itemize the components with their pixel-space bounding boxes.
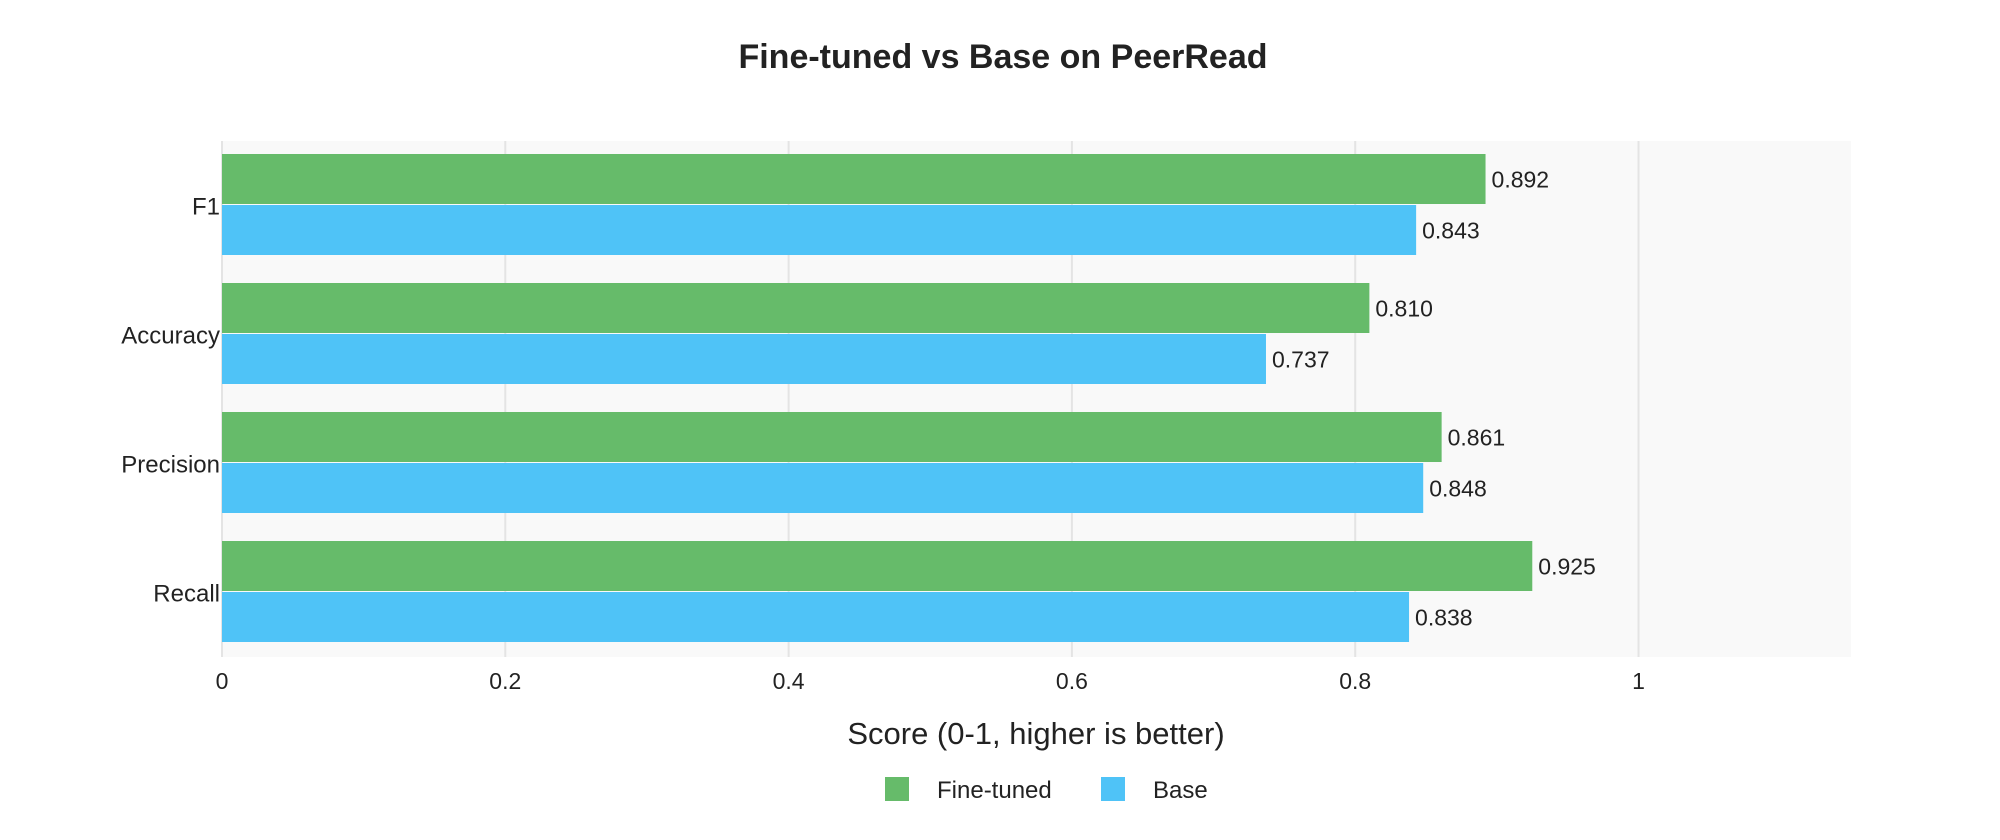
legend-label-base: Base [1153,777,1208,804]
value-label-fine-tuned-recall: 0.925 [1538,554,1596,580]
legend-swatch-base [1101,777,1125,801]
category-label-recall: Recall [153,581,220,608]
legend-label-fine-tuned: Fine-tuned [937,777,1052,804]
bars [222,154,1533,642]
x-tick-label-2: 0.4 [773,668,805,694]
value-labels: 0.892 0.843 0.810 0.737 0.861 0.848 0.925 0.838 [1272,167,1596,631]
bar-base-f1 [222,205,1417,255]
value-label-base-recall: 0.838 [1415,605,1473,631]
category-label-accuracy: Accuracy [121,323,220,350]
bar-fine-tuned-accuracy [222,283,1370,333]
chart-title: Fine-tuned vs Base on PeerRead [738,38,1267,76]
bar-base-recall [222,592,1410,642]
category-label-precision: Precision [121,452,220,479]
x-tick-label-3: 0.6 [1056,668,1088,694]
category-labels: F1 Accuracy Precision Recall [121,194,220,608]
bar-fine-tuned-recall [222,541,1533,591]
category-label-f1: F1 [192,194,220,221]
bar-fine-tuned-f1 [222,154,1486,204]
x-axis-title: Score (0-1, higher is better) [847,716,1224,751]
legend: Fine-tuned Base [885,777,1208,804]
bar-base-precision [222,463,1424,513]
x-tick-label-1: 0.2 [489,668,521,694]
legend-swatch-fine-tuned [885,777,909,801]
x-tick-label-0: 0 [216,668,229,694]
x-tick-label-4: 0.8 [1339,668,1371,694]
value-label-base-precision: 0.848 [1429,476,1487,502]
value-label-fine-tuned-precision: 0.861 [1448,425,1506,451]
bar-base-accuracy [222,334,1266,384]
value-label-fine-tuned-accuracy: 0.810 [1375,296,1433,322]
value-label-base-f1: 0.843 [1422,218,1480,244]
x-tick-labels: 0 0.2 0.4 0.6 0.8 1 [216,668,1645,694]
bar-fine-tuned-precision [222,412,1442,462]
value-label-fine-tuned-f1: 0.892 [1492,167,1550,193]
value-label-base-accuracy: 0.737 [1272,347,1330,373]
x-tick-label-5: 1 [1632,668,1645,694]
